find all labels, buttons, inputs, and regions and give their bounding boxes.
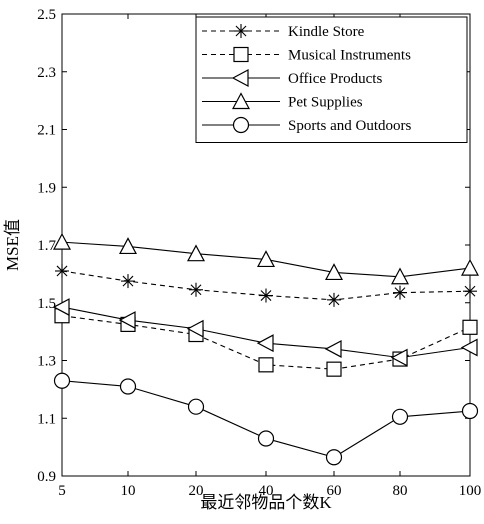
x-tick-label: 20: [189, 483, 204, 499]
x-tick-label: 60: [327, 483, 342, 499]
x-tick-label: 80: [393, 483, 408, 499]
series-pet-supplies: [53, 232, 479, 285]
data-point: [186, 319, 204, 338]
y-tick-label: 2.5: [37, 7, 56, 23]
data-point: [461, 258, 479, 276]
x-tick-label: 5: [58, 483, 66, 499]
data-point: [391, 267, 409, 285]
y-tick-label: 2.3: [37, 65, 56, 81]
data-point: [461, 402, 479, 420]
series-office-products: [52, 298, 478, 367]
data-point: [259, 288, 273, 303]
data-point: [119, 378, 137, 395]
x-axis-label: 最近邻物品个数K: [200, 493, 332, 512]
data-point: [257, 430, 275, 447]
legend-marker: [234, 24, 248, 38]
data-point: [187, 398, 205, 415]
y-tick-label: 1.5: [37, 296, 56, 312]
y-tick-label: 0.9: [37, 469, 56, 485]
data-point: [258, 357, 274, 373]
x-tick-label: 100: [459, 483, 482, 499]
series-kindle-store: [55, 263, 477, 307]
data-point: [390, 348, 408, 367]
series-sports-and-outdoors: [53, 372, 479, 466]
legend-marker: [231, 69, 249, 87]
data-point: [463, 284, 477, 299]
y-tick-label: 2.1: [37, 123, 56, 139]
data-point: [53, 372, 71, 389]
legend: Kindle Store Musical Instruments Office Pr…: [195, 16, 468, 143]
legend-marker: [232, 92, 250, 110]
y-tick-label: 1.9: [37, 180, 56, 196]
data-point: [393, 285, 407, 300]
data-point: [326, 361, 342, 377]
data-point: [52, 298, 70, 317]
y-tick-label: 1.7: [37, 238, 56, 254]
data-point: [119, 237, 137, 255]
legend-label: Musical Instruments: [288, 48, 411, 64]
axis-ticks: 0.9 1.1 1.3 1.5 1.7 1.9 2.1 2.3 2.5 5 10 20 40 60 80 10…: [37, 7, 481, 499]
data-point: [256, 334, 274, 353]
data-point: [325, 263, 343, 281]
legend-label: Kindle Store: [288, 24, 365, 40]
data-point: [325, 449, 343, 466]
y-tick-label: 1.3: [37, 354, 56, 370]
x-tick-label: 10: [121, 483, 136, 499]
legend-marker: [232, 116, 250, 134]
series-layer: [52, 232, 479, 466]
legend-label: Office Products: [288, 71, 382, 87]
y-tick-label: 1.1: [37, 411, 56, 427]
legend-label: Pet Supplies: [288, 95, 363, 111]
data-point: [327, 292, 341, 307]
y-axis-label: MSE值: [3, 219, 22, 271]
data-point: [55, 263, 69, 278]
data-point: [189, 282, 203, 297]
data-point: [462, 319, 478, 335]
series-line: [61, 306, 471, 359]
data-point: [187, 244, 205, 262]
data-point: [391, 408, 409, 425]
legend-label: Sports and Outdoors: [288, 118, 411, 134]
x-tick-label: 40: [259, 483, 274, 499]
data-point: [53, 232, 71, 250]
data-point: [257, 250, 275, 268]
legend-marker: [233, 46, 249, 63]
data-point: [460, 338, 478, 357]
data-point: [118, 311, 136, 330]
data-point: [121, 274, 135, 289]
data-point: [324, 339, 342, 358]
